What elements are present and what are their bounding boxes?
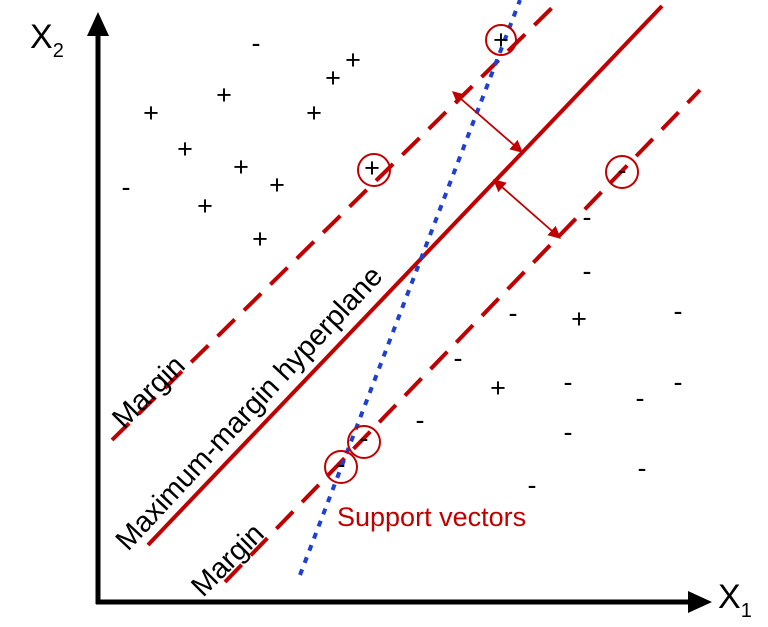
x-axis-label-subscript: 1 bbox=[741, 600, 752, 622]
upper-margin-line bbox=[110, 0, 562, 442]
negative-point: - bbox=[674, 367, 683, 397]
positive-point: + bbox=[269, 170, 285, 200]
negative-point: - bbox=[454, 343, 463, 373]
negative-point: - bbox=[509, 298, 518, 328]
x-axis-arrow-icon bbox=[688, 591, 712, 613]
negative-point: - bbox=[674, 296, 683, 326]
positive-point: + bbox=[571, 304, 587, 334]
upper-margin-label: Margin bbox=[106, 350, 191, 435]
lower-margin-label: Margin bbox=[185, 518, 270, 603]
support-vector-circles bbox=[324, 24, 639, 484]
positive-point: + bbox=[490, 373, 506, 403]
x-axis-label: X1 bbox=[718, 578, 752, 622]
positive-point: + bbox=[143, 98, 159, 128]
support-vector-circle bbox=[324, 450, 358, 484]
negative-point: - bbox=[360, 423, 369, 453]
support-vector-circle bbox=[485, 24, 517, 56]
positive-point: + bbox=[325, 63, 341, 93]
positive-point: + bbox=[177, 134, 193, 164]
negative-point: - bbox=[122, 172, 131, 202]
y-axis-label: X2 bbox=[30, 18, 64, 62]
support-vectors-label: Support vectors bbox=[337, 502, 526, 532]
lower-margin-line bbox=[223, 88, 702, 584]
y-axis-arrow-icon bbox=[87, 12, 109, 36]
positive-point: + bbox=[364, 153, 380, 183]
positive-point: + bbox=[345, 45, 361, 75]
negative-point: - bbox=[416, 405, 425, 435]
negative-point: - bbox=[636, 383, 645, 413]
support-vector-circle bbox=[605, 155, 639, 189]
negative-point: - bbox=[252, 28, 261, 58]
x-axis-label-main: X bbox=[718, 578, 741, 616]
negative-point: - bbox=[564, 367, 573, 397]
margin-arrow-lower bbox=[493, 179, 561, 239]
y-axis-label-main: X bbox=[30, 18, 53, 56]
positive-point: + bbox=[306, 98, 322, 128]
support-vector-circle bbox=[357, 153, 391, 187]
support-vector-circle bbox=[347, 425, 381, 459]
hyperplane-line bbox=[146, 4, 664, 547]
y-axis-label-subscript: 2 bbox=[53, 40, 64, 62]
negative-point: - bbox=[583, 256, 592, 286]
axes: X2 X1 bbox=[30, 12, 752, 622]
negative-point: - bbox=[618, 155, 627, 185]
negative-point: - bbox=[528, 470, 537, 500]
positive-point: + bbox=[493, 25, 509, 55]
positive-point: + bbox=[252, 224, 268, 254]
negative-point: - bbox=[583, 202, 592, 232]
negative-point: - bbox=[564, 417, 573, 447]
positive-point: + bbox=[216, 80, 232, 110]
negative-point: - bbox=[337, 449, 346, 479]
margin-arrow-upper bbox=[452, 91, 523, 153]
negative-points: - - - - - - - - - - - - - - - - - bbox=[122, 28, 683, 500]
positive-point: + bbox=[197, 191, 213, 221]
negative-point: - bbox=[638, 453, 647, 483]
positive-point: + bbox=[233, 152, 249, 182]
positive-points: + + + + + + + + + + + + + + bbox=[143, 25, 587, 403]
